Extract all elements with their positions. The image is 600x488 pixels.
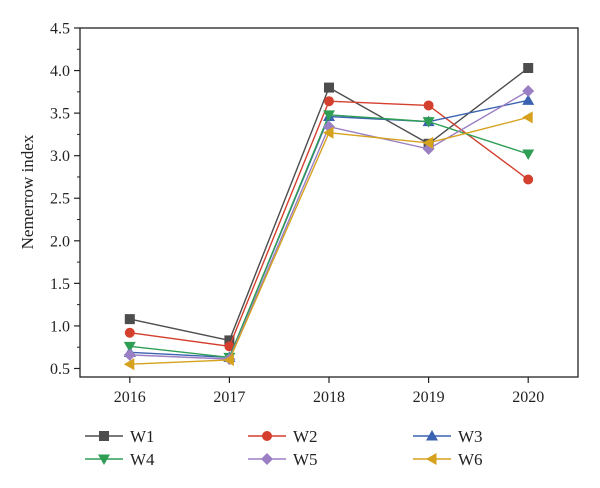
data-point [522, 111, 533, 124]
y-tick-label: 3.5 [50, 106, 70, 123]
legend-label: W6 [458, 450, 483, 469]
legend-label: W5 [293, 450, 318, 469]
legend-item: W1 [85, 427, 155, 446]
y-tick-label: 1.5 [50, 276, 70, 293]
y-axis-label: Nemerrow index [18, 134, 37, 249]
legend-item: W6 [413, 450, 483, 469]
legend-marker [98, 454, 110, 465]
y-tick-label: 4.5 [50, 21, 70, 38]
data-point [324, 96, 334, 107]
data-point [323, 120, 335, 133]
series-line [129, 99, 529, 359]
data-point [422, 136, 434, 149]
legend-label: W3 [458, 427, 483, 446]
legend-marker [426, 453, 437, 465]
data-point [324, 82, 334, 93]
series-w6 [123, 111, 533, 371]
data-point [522, 84, 535, 97]
y-tick-label: 0.5 [50, 361, 70, 378]
legend-label: W1 [130, 427, 155, 446]
data-point [422, 117, 435, 128]
x-tick-label: 2016 [114, 389, 146, 406]
series-w5 [123, 84, 535, 366]
y-tick-label: 2.5 [50, 191, 70, 208]
data-point [124, 314, 135, 325]
data-point [123, 348, 136, 361]
x-tick-label: 2018 [313, 389, 345, 406]
series-line [129, 67, 529, 342]
legend-marker [426, 430, 438, 441]
y-tick-label: 3.0 [50, 148, 70, 165]
legend-label: W2 [293, 427, 318, 446]
series-line [129, 100, 529, 348]
data-point [224, 341, 235, 352]
data-point [423, 100, 434, 111]
data-point [522, 149, 535, 160]
x-tick-label: 2019 [413, 389, 445, 406]
legend-marker [261, 453, 273, 465]
y-tick-label: 4.0 [50, 63, 70, 80]
data-point [224, 335, 235, 346]
legend-label: W4 [130, 450, 155, 469]
data-point [523, 174, 534, 185]
legend-item: W2 [248, 427, 318, 446]
data-point [523, 63, 534, 74]
data-point [223, 353, 234, 366]
data-point [522, 94, 535, 105]
legend-item: W3 [413, 427, 483, 446]
legend-item: W5 [248, 450, 318, 469]
data-point [124, 327, 135, 338]
series-line [129, 114, 529, 359]
data-point [123, 341, 136, 353]
legend-marker [99, 431, 109, 441]
legend-item: W4 [85, 450, 155, 469]
data-point [323, 110, 335, 121]
y-tick-label: 1.0 [50, 318, 70, 335]
legend: W1 W2 W3 W4 W5 W6 [85, 427, 483, 469]
series-w4 [123, 110, 535, 364]
x-tick-label: 2020 [512, 389, 544, 406]
data-point [123, 358, 135, 371]
series-layer [123, 63, 535, 371]
series-line [129, 116, 529, 365]
data-point [323, 126, 334, 139]
y-tick-label: 2.0 [50, 233, 70, 250]
legend-marker [262, 431, 272, 441]
x-tick-label: 2017 [213, 389, 245, 406]
axes: 2016 2017 2018 2019 2020 0.5 1.0 1.5 2.0 2.5 3.0 3.… [50, 21, 544, 407]
